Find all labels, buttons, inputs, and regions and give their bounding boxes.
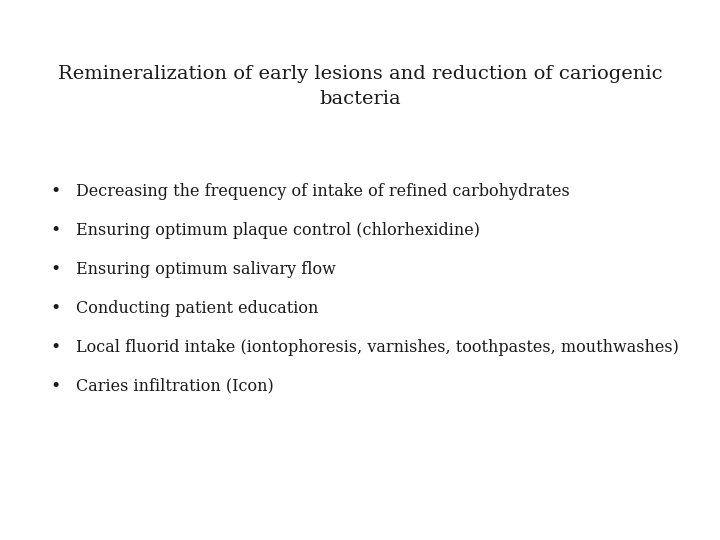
Text: Ensuring optimum plaque control (chlorhexidine): Ensuring optimum plaque control (chlorhe… [76,222,480,239]
Text: Ensuring optimum salivary flow: Ensuring optimum salivary flow [76,261,336,278]
Text: Local fluorid intake (iontophoresis, varnishes, toothpastes, mouthwashes): Local fluorid intake (iontophoresis, var… [76,339,678,356]
Text: •: • [50,261,60,278]
Text: •: • [50,183,60,200]
Text: •: • [50,222,60,239]
Text: Conducting patient education: Conducting patient education [76,300,318,317]
Text: •: • [50,300,60,317]
Text: •: • [50,377,60,395]
Text: Remineralization of early lesions and reduction of cariogenic
bacteria: Remineralization of early lesions and re… [58,65,662,108]
Text: Caries infiltration (Icon): Caries infiltration (Icon) [76,377,274,395]
Text: Decreasing the frequency of intake of refined carbohydrates: Decreasing the frequency of intake of re… [76,183,570,200]
Text: •: • [50,339,60,356]
